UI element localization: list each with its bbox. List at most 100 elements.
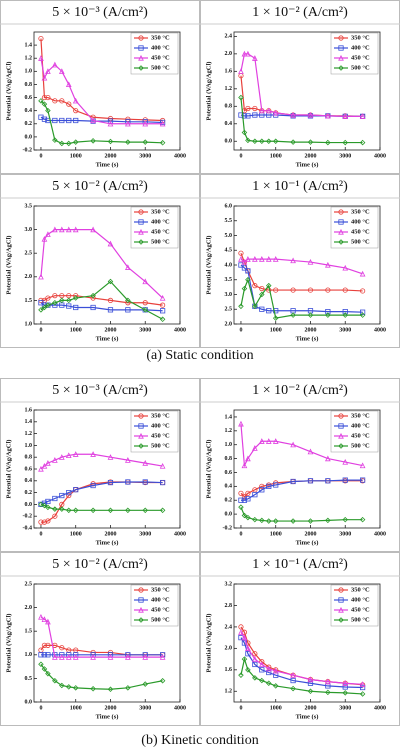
- legend-marker: [138, 587, 144, 593]
- series-line: [240, 637, 363, 689]
- data-point: [241, 656, 248, 662]
- y-tick-label: 1.4: [25, 42, 33, 48]
- data-point: [241, 285, 248, 292]
- data-point: [265, 680, 272, 686]
- data-point: [238, 256, 244, 262]
- data-point: [125, 264, 131, 270]
- legend-label: 350 °C: [151, 208, 170, 215]
- y-tick-label: 0.0: [25, 134, 33, 140]
- x-tick-label: 4000: [174, 531, 186, 537]
- legend-box: [330, 410, 379, 453]
- y-tick-label: -0.4: [23, 525, 33, 531]
- y-axis-label: Potential (VAg/AgCl): [5, 62, 12, 121]
- data-point: [38, 55, 44, 61]
- y-tick-label: -0.2: [23, 147, 33, 153]
- data-point: [238, 624, 244, 630]
- data-point: [259, 677, 265, 684]
- data-point: [272, 109, 279, 116]
- legend-box: [130, 32, 179, 75]
- y-tick-label: 0.0: [25, 699, 33, 705]
- data-point: [66, 492, 72, 499]
- data-point: [59, 140, 65, 147]
- data-point: [238, 490, 244, 496]
- series-line: [240, 252, 363, 292]
- data-point: [290, 518, 296, 524]
- x-axis-label: Time (s): [296, 539, 319, 546]
- data-point: [325, 112, 331, 119]
- y-tick-label: 1.2: [25, 56, 33, 62]
- data-point: [265, 438, 272, 444]
- y-tick-label: 0.2: [25, 121, 33, 127]
- data-point: [41, 94, 48, 101]
- x-tick-label: 4000: [174, 153, 186, 159]
- data-point: [107, 686, 114, 693]
- data-point: [252, 138, 258, 145]
- data-point: [359, 139, 366, 146]
- data-point: [290, 257, 296, 264]
- data-point: [259, 487, 265, 493]
- y-axis-label: Potential (VAg/AgCl): [205, 236, 212, 295]
- legend-box: [130, 584, 179, 627]
- data-point: [59, 98, 65, 104]
- data-point: [245, 455, 251, 462]
- x-tick-label: 2000: [304, 531, 316, 537]
- data-point: [342, 287, 348, 293]
- data-point: [307, 312, 314, 318]
- data-point: [90, 507, 96, 514]
- legend-marker: [338, 423, 344, 429]
- y-tick-label: 1.5: [25, 298, 33, 304]
- legend-box: [130, 206, 179, 249]
- data-point: [59, 506, 65, 512]
- data-point: [360, 288, 366, 294]
- y-tick-label: 0.4: [225, 484, 233, 490]
- data-point: [159, 120, 166, 127]
- data-point: [58, 68, 65, 74]
- data-point: [290, 478, 296, 485]
- data-point: [325, 517, 331, 524]
- data-point: [245, 490, 251, 496]
- data-point: [259, 517, 265, 524]
- data-point: [41, 502, 48, 509]
- data-point: [52, 677, 58, 684]
- y-tick-label: 0.2: [225, 498, 233, 504]
- data-point: [66, 489, 72, 496]
- data-point: [107, 120, 114, 127]
- x-tick-label: 1000: [70, 153, 82, 159]
- plot-frame: [233, 31, 381, 151]
- data-point: [265, 282, 272, 289]
- y-tick-label: 0.6: [25, 466, 33, 472]
- data-point: [52, 513, 58, 519]
- data-point: [107, 297, 114, 303]
- y-tick-label: 0.8: [225, 456, 233, 462]
- data-point: [41, 235, 48, 242]
- legend-label: 350 °C: [351, 208, 370, 215]
- y-tick-label: 0.4: [225, 121, 233, 127]
- chart-title: 5 × 10⁻² (A/cm²): [52, 557, 148, 572]
- data-point: [241, 50, 248, 57]
- data-point: [307, 478, 314, 484]
- data-point: [41, 652, 48, 658]
- legend-marker: [338, 597, 344, 603]
- data-point: [142, 300, 148, 306]
- series-line: [40, 503, 163, 511]
- data-point: [273, 482, 279, 488]
- data-point: [245, 268, 251, 274]
- data-point: [307, 448, 314, 455]
- x-tick-label: 1000: [270, 327, 282, 333]
- y-tick-label: 1.4: [25, 419, 33, 425]
- data-point: [238, 250, 244, 256]
- panel: [0, 174, 200, 348]
- data-point: [72, 139, 79, 145]
- y-tick-label: 3.5: [225, 277, 233, 283]
- y-tick-label: 0.0: [25, 502, 33, 508]
- data-point: [142, 307, 149, 313]
- data-point: [45, 295, 51, 301]
- data-point: [252, 661, 258, 668]
- chart-title: 1 × 10⁻¹ (A/cm²): [252, 179, 348, 194]
- data-point: [245, 276, 251, 283]
- data-point: [160, 119, 166, 126]
- legend-label: 400 °C: [351, 422, 370, 429]
- data-point: [142, 681, 149, 687]
- y-tick-label: 4.5: [225, 248, 233, 254]
- data-point: [107, 654, 114, 660]
